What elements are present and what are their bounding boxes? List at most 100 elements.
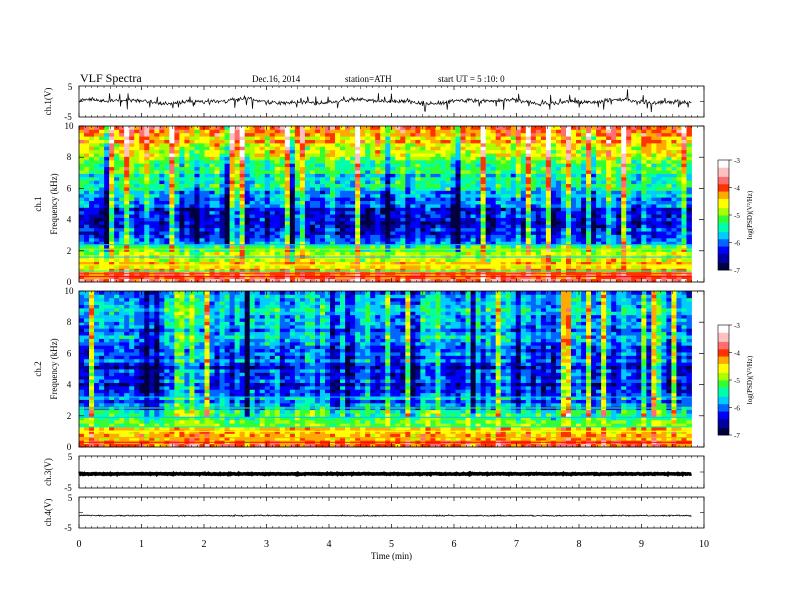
spectrogram-cell xyxy=(510,204,517,208)
spectrogram-cell xyxy=(199,224,205,229)
spectrogram-cell xyxy=(134,146,140,151)
spectrogram-cell xyxy=(139,166,145,171)
spectrogram-cell xyxy=(84,244,90,249)
spectrogram-cell xyxy=(515,258,522,263)
spectrogram-cell xyxy=(420,210,426,215)
spectrogram-cell xyxy=(189,241,195,246)
spectrogram-cell xyxy=(591,268,597,273)
spectrogram-cell xyxy=(189,234,195,239)
spectrogram-cell xyxy=(370,258,376,263)
spectrogram-cell xyxy=(259,126,266,130)
spectrogram-cell xyxy=(520,261,527,266)
spectrogram-cell xyxy=(144,251,150,256)
spectrogram-cell xyxy=(440,265,446,269)
spectrogram-cell xyxy=(89,220,95,225)
y-tick-label: -5 xyxy=(64,112,72,122)
spectrogram-cell xyxy=(520,231,527,235)
spectrogram-cell xyxy=(204,268,210,273)
spectrogram-cell xyxy=(505,207,512,212)
spectrogram-cell xyxy=(279,197,286,202)
spectrogram-cell xyxy=(259,173,266,178)
spectrogram-cell xyxy=(279,146,286,151)
spectrogram-cell xyxy=(400,231,406,235)
spectrogram-cell xyxy=(490,190,497,195)
spectrogram-cell xyxy=(154,234,160,239)
spectrogram-cell xyxy=(500,166,507,171)
spectrogram-cell xyxy=(144,142,150,147)
spectrogram-cell xyxy=(330,153,336,157)
spectrogram-cell xyxy=(540,146,547,151)
spectrogram-cell xyxy=(219,251,225,256)
spectrogram-cell xyxy=(355,268,361,273)
spectrogram-cell xyxy=(530,136,537,140)
spectrogram-cell xyxy=(340,231,346,235)
spectrogram-cell xyxy=(289,197,296,202)
spectrogram-cell xyxy=(455,278,461,283)
spectrogram-cell xyxy=(495,234,502,239)
spectrogram-cell xyxy=(154,244,160,249)
spectrogram-cell xyxy=(94,187,100,191)
spectrogram-cell xyxy=(460,258,466,263)
spectrogram-cell xyxy=(510,146,517,151)
spectrogram-cell xyxy=(445,227,451,232)
spectrogram-cell xyxy=(535,237,542,242)
spectrogram-cell xyxy=(581,146,587,151)
spectrogram-cell xyxy=(465,159,471,164)
spectrogram-cell xyxy=(229,237,236,242)
spectrogram-cell xyxy=(274,248,281,252)
spectrogram-cell xyxy=(189,204,195,208)
spectrogram-cell xyxy=(586,156,592,161)
spectrogram-cell xyxy=(495,146,502,151)
spectrogram-cell xyxy=(169,136,175,140)
spectrogram-cell xyxy=(415,163,421,168)
spectrogram-cell xyxy=(299,183,306,188)
spectrogram-cell xyxy=(470,251,477,256)
spectrogram-cell xyxy=(289,173,296,178)
spectrogram-cell xyxy=(314,227,321,232)
spectrogram-cell xyxy=(114,163,120,168)
spectrogram-cell xyxy=(299,224,306,229)
spectrogram-cell xyxy=(581,224,587,229)
spectrogram-cell xyxy=(314,231,321,235)
spectrogram-cell xyxy=(299,166,306,171)
spectrogram-cell xyxy=(350,163,356,168)
spectrogram-cell xyxy=(335,278,341,283)
spectrogram-cell xyxy=(184,173,190,178)
spectrogram-cell xyxy=(530,231,537,235)
spectrogram-cell xyxy=(525,268,532,273)
spectrogram-cell xyxy=(89,159,95,164)
spectrogram-cell xyxy=(169,200,175,205)
spectrogram-cell xyxy=(304,278,311,283)
spectrogram-cell xyxy=(99,190,105,195)
spectrogram-cell xyxy=(430,136,436,140)
spectrogram-cell xyxy=(109,251,115,256)
spectrogram-cell xyxy=(550,180,557,185)
spectrogram-cell xyxy=(550,126,557,130)
spectrogram-cell xyxy=(199,210,205,215)
spectrogram-cell xyxy=(560,207,567,212)
spectrogram-cell xyxy=(365,146,371,151)
spectrogram-cell xyxy=(294,176,301,181)
spectrogram-cell xyxy=(400,136,406,140)
spectrogram-cell xyxy=(490,183,497,188)
spectrogram-cell xyxy=(530,197,537,202)
spectrogram-cell xyxy=(540,180,547,185)
spectrogram-cell xyxy=(505,136,512,140)
spectrogram-cell xyxy=(425,170,431,174)
spectrogram-cell xyxy=(129,248,135,252)
spectrogram-cell xyxy=(99,180,105,185)
spectrogram-cell xyxy=(189,173,195,178)
spectrogram-cell xyxy=(415,207,421,212)
spectrogram-cell xyxy=(139,214,145,218)
spectrogram-cell xyxy=(204,132,210,137)
spectrogram-cell xyxy=(591,187,597,191)
spectrogram-cell xyxy=(555,244,562,249)
spectrogram-cell xyxy=(395,193,401,198)
spectrogram-cell xyxy=(380,166,386,171)
spectrogram-cell xyxy=(164,142,170,147)
spectrogram-cell xyxy=(219,265,225,269)
spectrogram-cell xyxy=(89,170,95,174)
station-label: station=ATH xyxy=(345,74,392,84)
spectrogram-cell xyxy=(420,237,426,242)
spectrogram-cell xyxy=(159,224,165,229)
